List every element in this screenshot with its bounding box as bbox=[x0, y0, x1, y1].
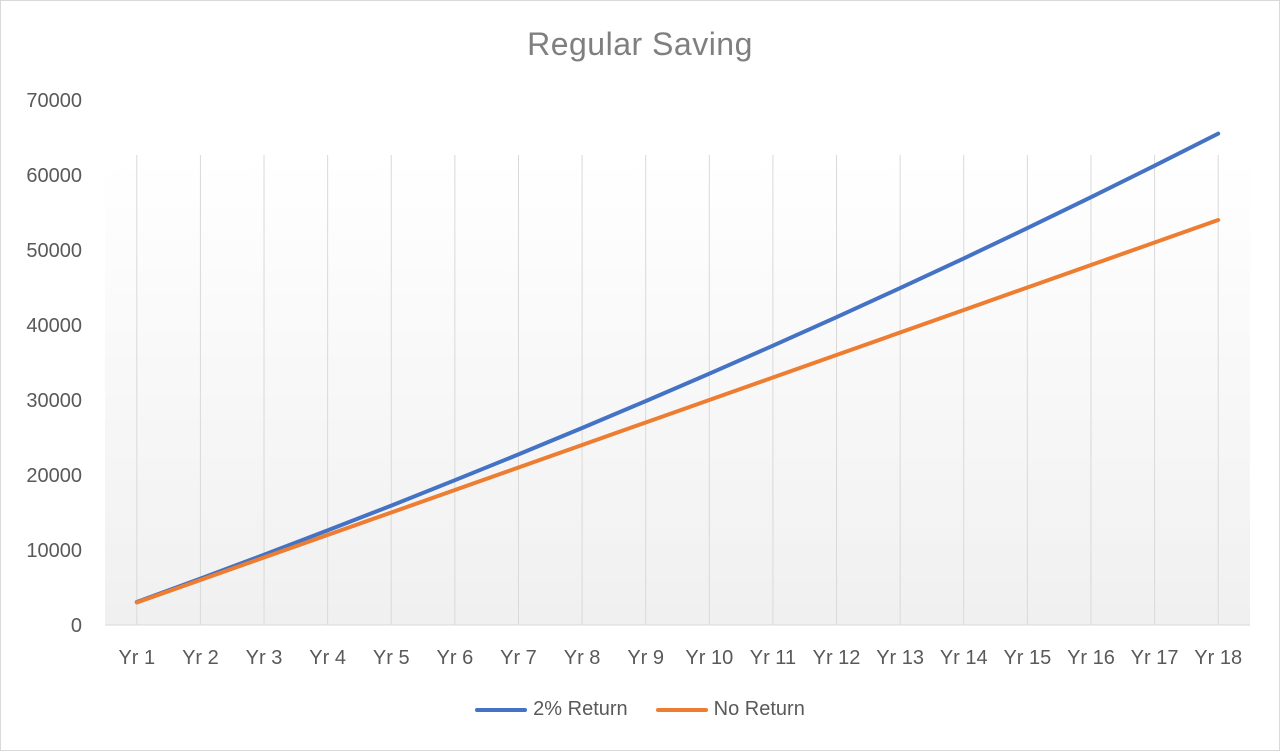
x-tick-label: Yr 1 bbox=[118, 647, 155, 669]
y-tick-label: 60000 bbox=[26, 165, 82, 187]
legend-swatch-no-return bbox=[655, 707, 708, 712]
y-tick-label: 40000 bbox=[26, 315, 82, 337]
x-tick-label: Yr 12 bbox=[813, 647, 861, 669]
x-tick-label: Yr 9 bbox=[627, 647, 664, 669]
x-tick-label: Yr 14 bbox=[940, 647, 988, 669]
x-tick-label: Yr 2 bbox=[182, 647, 219, 669]
x-tick-label: Yr 18 bbox=[1194, 647, 1242, 669]
legend-label-no-return: No Return bbox=[713, 698, 805, 720]
y-tick-label: 70000 bbox=[26, 90, 82, 112]
legend: 2% Return No Return bbox=[0, 698, 1280, 721]
x-tick-label: Yr 11 bbox=[750, 647, 796, 669]
legend-label-2pct-return: 2% Return bbox=[533, 698, 628, 720]
grid-lines bbox=[136, 155, 1219, 625]
x-tick-label: Yr 7 bbox=[500, 647, 537, 669]
series-line-no-return bbox=[134, 218, 1221, 605]
y-tick-label: 10000 bbox=[26, 540, 82, 562]
legend-item-2pct-return[interactable]: 2% Return bbox=[475, 698, 628, 721]
x-tick-label: Yr 6 bbox=[437, 647, 474, 669]
legend-item-no-return[interactable]: No Return bbox=[655, 698, 805, 721]
x-tick-label: Yr 17 bbox=[1131, 647, 1179, 669]
tick-labels: Yr 1 Yr 2 Yr 3 Yr 4 Yr 5 Yr 6 Yr 7 Yr 8 Yr 9 Yr 1… bbox=[26, 90, 1242, 669]
legend-swatch-2pct-return bbox=[475, 707, 528, 712]
y-tick-label: 50000 bbox=[26, 240, 82, 262]
y-tick-label: 0 bbox=[71, 615, 82, 637]
x-tick-label: Yr 15 bbox=[1003, 647, 1051, 669]
y-tick-label: 20000 bbox=[26, 465, 82, 487]
x-tick-label: Yr 13 bbox=[876, 647, 924, 669]
series-line-2pct-return bbox=[134, 131, 1221, 604]
x-tick-label: Yr 8 bbox=[564, 647, 601, 669]
x-tick-label: Yr 16 bbox=[1067, 647, 1115, 669]
y-tick-label: 30000 bbox=[26, 390, 82, 412]
x-tick-label: Yr 5 bbox=[373, 647, 410, 669]
x-tick-label: Yr 10 bbox=[685, 647, 733, 669]
chart-title: Regular Saving bbox=[527, 26, 753, 62]
x-tick-label: Yr 3 bbox=[246, 647, 283, 669]
series-lines bbox=[134, 131, 1221, 605]
x-tick-label: Yr 4 bbox=[309, 647, 346, 669]
